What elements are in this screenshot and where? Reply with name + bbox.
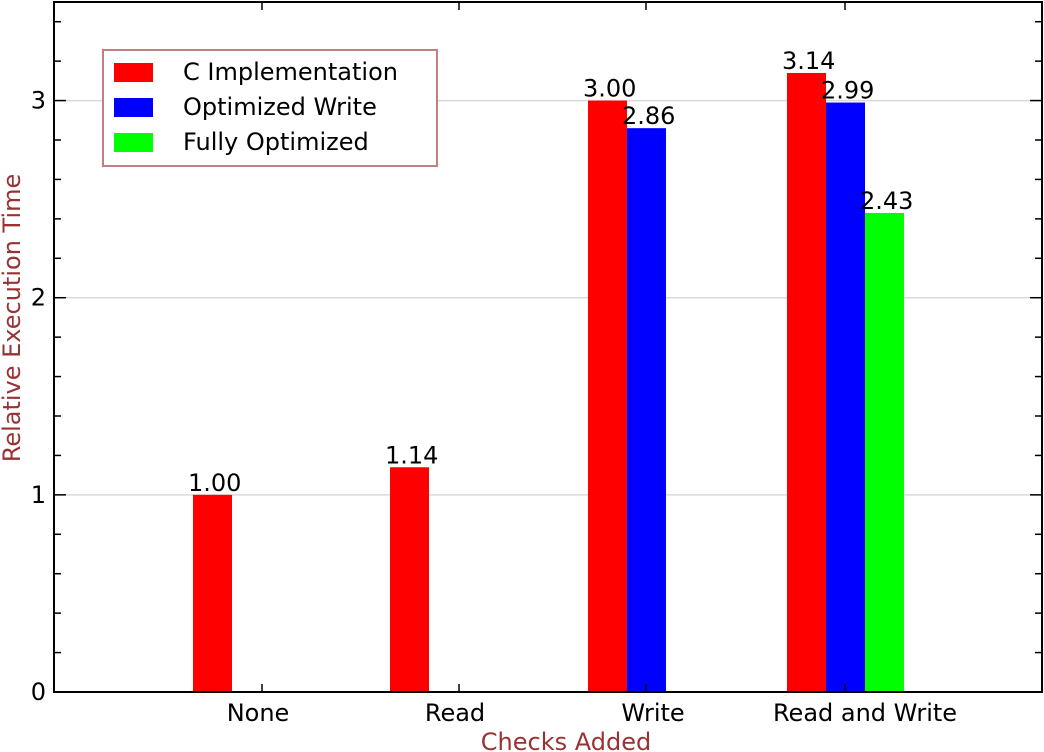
axis-ticks: 0 1 2 3 None Read Write Read and Write (31, 2, 1042, 727)
plot-border (53, 1, 1043, 693)
legend-box (102, 49, 438, 167)
data-label: 1.00 (188, 469, 241, 497)
data-label: 3.14 (782, 47, 835, 75)
x-tick-label: None (227, 699, 290, 727)
data-label: 2.99 (821, 77, 874, 105)
legend-swatch (114, 63, 153, 82)
bar (588, 100, 627, 693)
y-tick-label: 3 (31, 87, 46, 115)
y-tick-label: 0 (31, 678, 46, 706)
x-tick-label: Read and Write (773, 699, 957, 727)
data-label: 1.14 (385, 441, 438, 469)
bars (193, 72, 904, 693)
bar (193, 494, 232, 692)
bar (627, 128, 666, 692)
data-label: 2.86 (622, 102, 675, 130)
plot-frame (53, 1, 1043, 693)
legend-label: C Implementation (183, 58, 398, 86)
y-tick-label: 1 (31, 481, 46, 509)
y-axis-title: Relative Execution Time (0, 174, 26, 463)
data-label: 3.00 (583, 75, 636, 103)
y-tick-label: 2 (31, 284, 46, 312)
data-label: 2.43 (860, 187, 913, 215)
legend-label: Fully Optimized (183, 128, 369, 156)
bar (865, 212, 904, 692)
x-tick-label: Read (425, 699, 485, 727)
bar (390, 467, 429, 692)
legend: C Implementation Optimized Write Fully Opt… (102, 49, 438, 167)
bar (826, 102, 865, 693)
bar (787, 72, 826, 692)
legend-label: Optimized Write (183, 93, 377, 121)
legend-swatch (114, 133, 153, 152)
x-axis-title: Checks Added (481, 728, 651, 752)
data-labels: 1.00 1.14 3.002.86 3.142.99 2.43 (188, 47, 913, 497)
legend-swatch (114, 98, 153, 117)
x-tick-label: Write (621, 699, 684, 727)
